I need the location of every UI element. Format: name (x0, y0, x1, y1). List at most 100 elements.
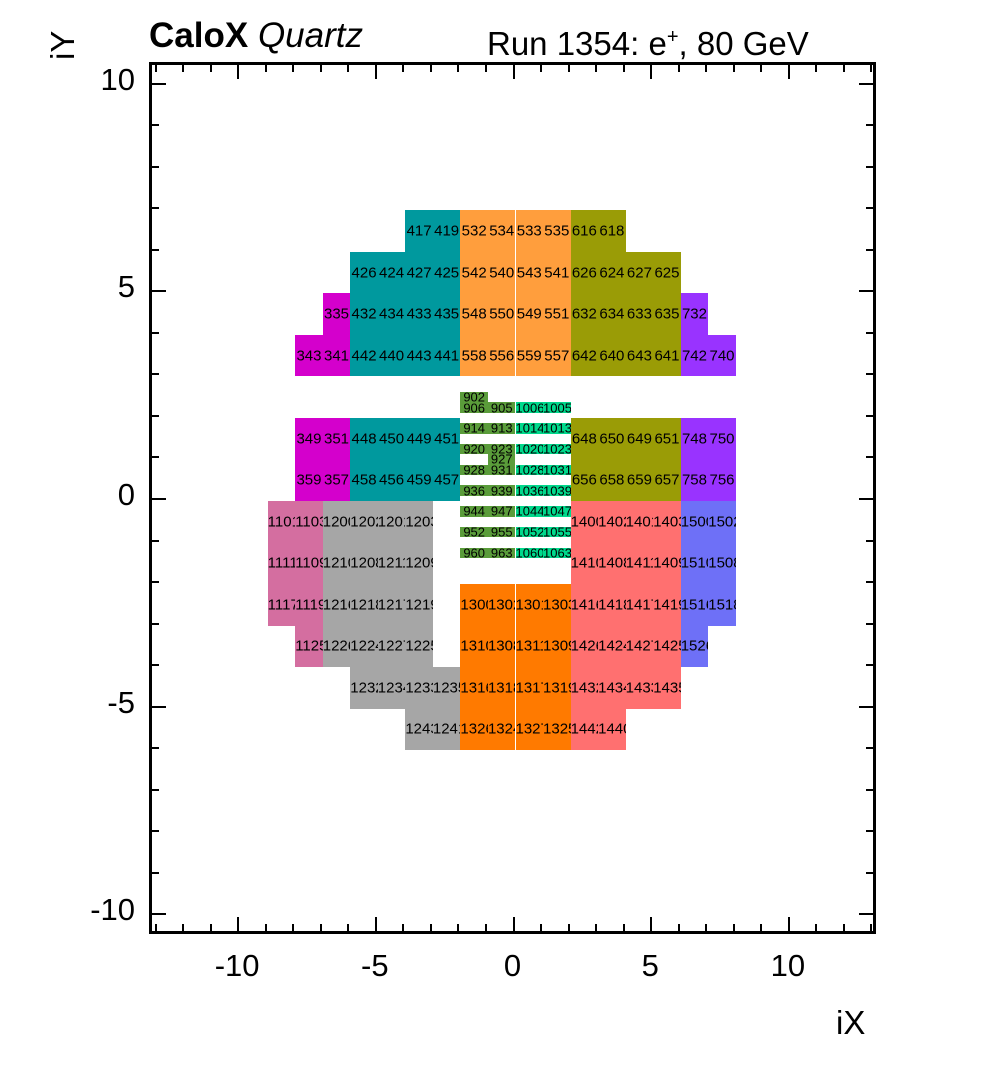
detector-cell[interactable]: 1318 (487, 667, 516, 709)
detector-cell[interactable]: 1047 (543, 506, 571, 517)
detector-cell[interactable]: 1325 (543, 708, 571, 751)
detector-cell[interactable]: 750 (708, 417, 736, 460)
detector-cell[interactable]: 1111 (267, 542, 296, 585)
detector-cell[interactable]: 1052 (515, 526, 544, 538)
detector-cell[interactable]: 618 (598, 210, 626, 252)
detector-cell[interactable]: 449 (405, 417, 433, 460)
detector-cell[interactable]: 459 (405, 459, 433, 501)
detector-cell[interactable]: 1224 (350, 625, 378, 668)
detector-cell[interactable]: 732 (680, 293, 709, 335)
detector-cell-map[interactable]: 417 419 532 534 533 535 616 618 426 424 427 425 542 5… (152, 65, 873, 931)
detector-cell[interactable]: 1103 (295, 501, 323, 543)
detector-cell[interactable]: 559 (515, 334, 544, 377)
detector-cell[interactable]: 928 (460, 464, 488, 476)
detector-cell[interactable]: 341 (322, 334, 351, 377)
detector-cell[interactable]: 451 (432, 417, 461, 460)
detector-cell[interactable]: 1044 (515, 506, 544, 517)
detector-cell[interactable]: 1226 (322, 625, 351, 668)
detector-cell[interactable]: 960 (460, 547, 488, 559)
detector-cell[interactable]: 1402 (598, 501, 626, 543)
detector-cell[interactable]: 906 (460, 402, 488, 413)
detector-cell[interactable]: 742 (680, 334, 709, 377)
detector-cell[interactable]: 1036 (515, 485, 544, 496)
detector-cell[interactable]: 335 (322, 293, 351, 335)
detector-cell[interactable]: 1243 (405, 708, 433, 751)
detector-cell[interactable]: 1203 (405, 501, 433, 543)
detector-cell[interactable]: 343 (295, 334, 323, 377)
detector-cell[interactable]: 450 (377, 417, 406, 460)
detector-cell[interactable]: 1119 (295, 584, 323, 626)
detector-cell[interactable]: 1408 (598, 542, 626, 585)
detector-cell[interactable]: 532 (460, 210, 488, 252)
detector-cell[interactable]: 1316 (460, 667, 488, 709)
detector-cell[interactable]: 650 (598, 417, 626, 460)
detector-cell[interactable]: 635 (653, 293, 681, 335)
detector-cell[interactable]: 1219 (405, 584, 433, 626)
detector-cell[interactable]: 1409 (653, 542, 681, 585)
detector-cell[interactable]: 458 (350, 459, 378, 501)
detector-cell[interactable]: 905 (487, 402, 516, 413)
detector-cell[interactable]: 558 (460, 334, 488, 377)
detector-cell[interactable]: 939 (487, 485, 516, 496)
detector-cell[interactable]: 1216 (322, 584, 351, 626)
detector-cell[interactable]: 1432 (570, 667, 599, 709)
detector-cell[interactable]: 1235 (432, 667, 461, 709)
detector-cell[interactable]: 1202 (350, 501, 378, 543)
detector-cell[interactable]: 657 (653, 459, 681, 501)
detector-cell[interactable]: 927 (487, 454, 516, 465)
detector-cell[interactable]: 432 (350, 293, 378, 335)
detector-cell[interactable]: 1200 (322, 501, 351, 543)
detector-cell[interactable]: 1327 (515, 708, 544, 751)
detector-cell[interactable]: 1418 (598, 584, 626, 626)
detector-cell[interactable]: 433 (405, 293, 433, 335)
detector-cell[interactable]: 427 (405, 251, 433, 294)
detector-cell[interactable]: 425 (432, 251, 461, 294)
detector-cell[interactable]: 1416 (570, 584, 599, 626)
detector-cell[interactable]: 936 (460, 485, 488, 496)
detector-cell[interactable]: 434 (377, 293, 406, 335)
detector-cell[interactable]: 542 (460, 251, 488, 294)
detector-cell[interactable]: 1303 (543, 584, 571, 626)
detector-cell[interactable]: 914 (460, 423, 488, 434)
detector-cell[interactable]: 748 (680, 417, 709, 460)
detector-cell[interactable]: 1434 (598, 667, 626, 709)
detector-cell[interactable]: 1006 (515, 402, 544, 413)
detector-cell[interactable]: 640 (598, 334, 626, 377)
detector-cell[interactable]: 1039 (543, 485, 571, 496)
detector-cell[interactable]: 417 (405, 210, 433, 252)
detector-cell[interactable]: 947 (487, 506, 516, 517)
detector-cell[interactable]: 625 (653, 251, 681, 294)
detector-cell[interactable]: 659 (625, 459, 654, 501)
detector-cell[interactable]: 442 (350, 334, 378, 377)
detector-cell[interactable]: 351 (322, 417, 351, 460)
detector-cell[interactable]: 1109 (295, 542, 323, 585)
detector-cell[interactable]: 1218 (350, 584, 378, 626)
detector-cell[interactable]: 1508 (708, 542, 736, 585)
detector-cell[interactable]: 349 (295, 417, 323, 460)
detector-cell[interactable]: 649 (625, 417, 654, 460)
detector-cell[interactable]: 1031 (543, 464, 571, 476)
detector-cell[interactable]: 1232 (350, 667, 378, 709)
detector-cell[interactable]: 448 (350, 417, 378, 460)
detector-cell[interactable]: 1063 (543, 547, 571, 559)
detector-cell[interactable]: 1516 (680, 584, 709, 626)
detector-cell[interactable]: 1324 (487, 708, 516, 751)
detector-cell[interactable]: 1403 (653, 501, 681, 543)
detector-cell[interactable]: 1424 (598, 625, 626, 668)
detector-cell[interactable]: 557 (543, 334, 571, 377)
detector-cell[interactable]: 1300 (460, 584, 488, 626)
detector-cell[interactable]: 1308 (487, 625, 516, 668)
detector-cell[interactable]: 1309 (543, 625, 571, 668)
detector-cell[interactable]: 616 (570, 210, 599, 252)
detector-cell[interactable]: 952 (460, 526, 488, 538)
detector-cell[interactable]: 1014 (515, 423, 544, 434)
detector-cell[interactable]: 359 (295, 459, 323, 501)
detector-cell[interactable]: 1005 (543, 402, 571, 413)
detector-cell[interactable]: 1317 (515, 667, 544, 709)
detector-cell[interactable]: 1510 (680, 542, 709, 585)
detector-cell[interactable]: 1419 (653, 584, 681, 626)
